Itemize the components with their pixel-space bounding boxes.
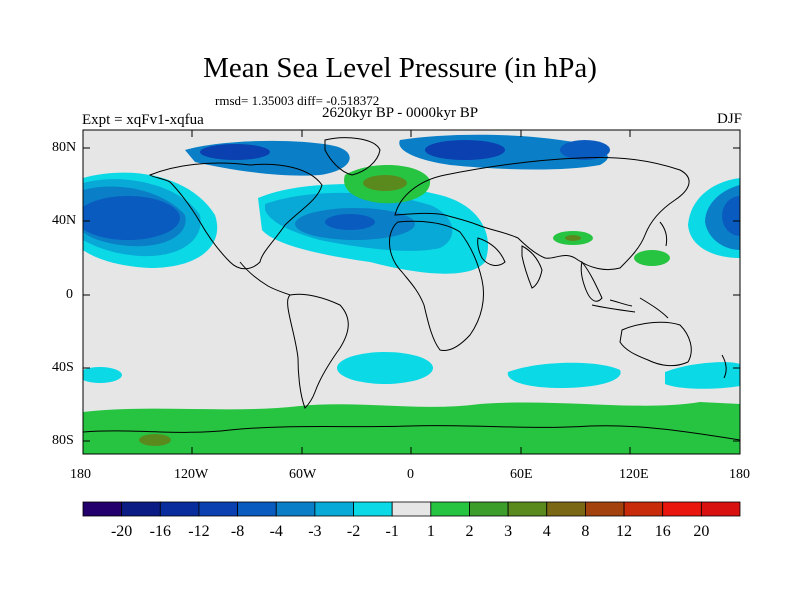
colorbar-box <box>82 501 123 517</box>
colorbar-label: -12 <box>188 523 209 540</box>
antarctic-brown-spot <box>139 434 171 446</box>
colorbar-label: 4 <box>543 523 551 540</box>
lat-label-0: 0 <box>66 287 73 302</box>
lon-label-180w: 180 <box>70 467 91 482</box>
colorbar-box <box>700 501 741 517</box>
colorbar-box <box>430 501 470 517</box>
lat-label-40n: 40N <box>52 213 77 228</box>
colorbar-box <box>391 501 432 517</box>
lon-label-60w: 60W <box>289 467 317 482</box>
lon-label-0: 0 <box>407 467 414 482</box>
arctic-low-west-core <box>200 144 270 160</box>
colorbar-label: 3 <box>504 523 512 540</box>
coast-greenland <box>324 137 381 176</box>
lon-label-180e: 180 <box>729 467 750 482</box>
colorbar-label: -1 <box>386 523 399 540</box>
colorbar-box <box>623 501 664 517</box>
colorbar-box <box>662 501 702 517</box>
colorbar-label: 12 <box>616 523 632 540</box>
coast-arabia <box>477 237 506 266</box>
colorbar-label: -20 <box>111 523 132 540</box>
colorbar: -20 -16 -12 -8 -4 -3 -2 -1 1 2 3 4 8 12 16 20 <box>82 501 741 540</box>
coast-antarctica <box>83 425 740 441</box>
experiment-label: Expt = xqFv1-xqfua <box>82 112 204 128</box>
colorbar-box <box>507 501 548 517</box>
south-pacific-low-east <box>665 362 740 389</box>
season-label: DJF <box>716 111 742 127</box>
south-indian-low <box>507 362 621 388</box>
colorbar-label: -8 <box>231 523 244 540</box>
coast-africa <box>389 220 484 351</box>
coast-australia <box>619 321 692 367</box>
colorbar-label: -2 <box>347 523 360 540</box>
arctic-low-far-east <box>560 140 610 160</box>
axis-ticks <box>83 130 740 454</box>
colorbar-box <box>237 501 277 517</box>
colorbar-box <box>121 501 161 517</box>
coast-japan <box>659 221 668 247</box>
colorbar-box <box>546 501 586 517</box>
colorbar-label: -3 <box>308 523 321 540</box>
lon-label-120e: 120E <box>619 467 649 482</box>
coast-south-america <box>287 293 349 409</box>
pressure-anomaly-fields <box>83 134 740 454</box>
coast-india <box>521 245 543 289</box>
south-atlantic-low <box>337 352 433 384</box>
colorbar-box <box>198 501 238 517</box>
colorbar-box <box>469 501 509 517</box>
coast-central-america <box>239 261 291 296</box>
lat-label-80n: 80N <box>52 140 77 155</box>
lon-label-60e: 60E <box>510 467 533 482</box>
period-label: 2620kyr BP - 0000kyr BP <box>322 105 479 121</box>
colorbar-label: 16 <box>655 523 671 540</box>
lat-label-80s: 80S <box>52 433 74 448</box>
nordic-high-core <box>363 175 407 191</box>
east-pacific-core <box>722 196 740 236</box>
lon-label-120w: 120W <box>174 467 209 482</box>
colorbar-box <box>585 501 625 517</box>
colorbar-label: -4 <box>270 523 283 540</box>
colorbar-label: -16 <box>150 523 171 540</box>
coastlines <box>83 137 740 441</box>
colorbar-label: 8 <box>581 523 589 540</box>
stats-label: rmsd= 1.35003 diff= -0.518372 <box>215 93 380 108</box>
north-atlantic-core <box>325 214 375 230</box>
north-pacific-core <box>83 196 180 240</box>
coast-new-zealand <box>721 354 727 379</box>
colorbar-label: 1 <box>427 523 435 540</box>
colorbar-label: 20 <box>693 523 709 540</box>
colorbar-box <box>353 501 393 517</box>
antarctic-positive-band <box>83 402 740 454</box>
coast-southeast-asia <box>580 260 603 302</box>
tibet-high-core <box>565 235 581 241</box>
arctic-low-east-core <box>425 140 505 160</box>
coast-eurasia <box>394 157 690 271</box>
map-title: Mean Sea Level Pressure (in hPa) <box>203 52 597 84</box>
south-pacific-low-west <box>83 367 122 383</box>
colorbar-box <box>314 501 354 517</box>
colorbar-box <box>159 501 200 517</box>
east-asia-high <box>634 250 670 266</box>
coast-indonesia <box>591 297 669 319</box>
colorbar-box <box>275 501 316 517</box>
colorbar-label: 2 <box>465 523 473 540</box>
lat-label-40s: 40S <box>52 360 74 375</box>
coast-north-america <box>148 162 323 270</box>
